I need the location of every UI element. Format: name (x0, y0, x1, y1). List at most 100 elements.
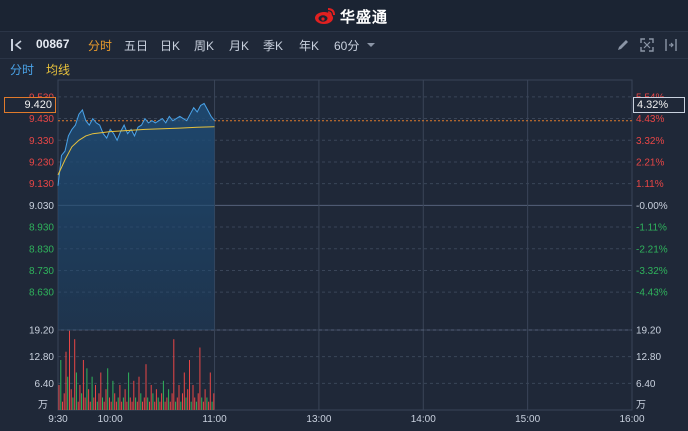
volume-bar (60, 360, 62, 410)
pct-tick-label: -0.00% (636, 201, 668, 212)
volume-bar (91, 376, 93, 410)
volume-bar (69, 330, 70, 410)
volume-bar (105, 389, 107, 410)
volume-bar (178, 385, 180, 410)
price-tick-label: 8.730 (29, 266, 54, 277)
volume-bar (142, 401, 143, 410)
volume-tick-label: 19.20 (29, 326, 54, 337)
tab-monthly-k[interactable]: 月K (229, 39, 250, 53)
volume-bar (109, 397, 110, 410)
price-tick-label: 9.430 (29, 114, 54, 125)
volume-bar (175, 401, 177, 410)
volume-bar (63, 393, 65, 410)
volume-bar (88, 389, 90, 410)
price-tick-label: 8.930 (29, 223, 54, 234)
volume-bar (74, 339, 76, 410)
volume-bar (150, 385, 152, 410)
time-tick-label: 16:00 (619, 414, 644, 425)
volume-bar (95, 385, 96, 410)
legend-intraday[interactable]: 分时 (10, 63, 35, 77)
price-tick-label: 9.030 (29, 201, 54, 212)
volume-bar (204, 389, 206, 410)
volume-bar (194, 397, 196, 410)
price-area (57, 102, 215, 331)
volume-tick-label-right: 12.80 (636, 352, 661, 363)
volume-bar (115, 401, 117, 410)
volume-unit-label-right: 万 (636, 400, 646, 411)
volume-bar (183, 372, 185, 410)
volume-bar (176, 397, 178, 410)
price-tick-label: 8.830 (29, 244, 54, 255)
volume-bar (168, 389, 170, 410)
volume-bar (164, 401, 166, 410)
time-tick-label: 14:00 (411, 414, 436, 425)
time-tick-label: 11:00 (202, 414, 227, 425)
price-area-fill (58, 103, 215, 331)
price-tick-label: 9.330 (29, 136, 54, 147)
volume-bar (124, 389, 126, 410)
volume-bar (138, 376, 140, 410)
time-tick-label: 15:00 (515, 414, 540, 425)
tab-weekly-k[interactable]: 周K (194, 39, 215, 53)
volume-bar (154, 401, 156, 410)
volume-bar (143, 397, 145, 410)
volume-bar (209, 372, 211, 410)
volume-bar (93, 397, 95, 410)
volume-bar (70, 389, 72, 410)
volume-bar (145, 364, 147, 410)
intraday-chart[interactable]: 9.5305.54%9.4304.43%9.3303.32%9.2302.21%… (0, 78, 688, 431)
tab-daily-k[interactable]: 日K (160, 39, 181, 53)
volume-bar (122, 397, 124, 410)
fullscreen-icon[interactable] (640, 38, 654, 52)
chevron-down-icon[interactable] (366, 40, 376, 50)
volume-bar (82, 360, 84, 410)
volume-bar (190, 401, 192, 410)
volume-bar (121, 401, 123, 410)
volume-bar (102, 397, 103, 410)
average-line-series (57, 126, 215, 176)
chart-toolbar: 00867 分时 五日 日K 周K 月K 季K 年K 60分 (0, 32, 688, 59)
volume-bar (159, 401, 161, 410)
volume-bar (117, 397, 119, 410)
volume-bar (208, 401, 210, 410)
volume-bar (86, 368, 88, 410)
volume-unit-label: 万 (38, 400, 48, 411)
volume-bar (81, 393, 83, 410)
volume-bar (182, 393, 183, 410)
tab-intraday[interactable]: 分时 (88, 39, 113, 53)
pencil-icon[interactable] (616, 38, 630, 52)
legend-average[interactable]: 均线 (46, 63, 71, 77)
price-tick-label: 9.230 (29, 157, 54, 168)
volume-bar (75, 372, 77, 410)
volume-tick-label-right: 19.20 (636, 326, 661, 337)
volume-tick-label-right: 6.40 (636, 379, 656, 390)
pct-tick-label: -3.32% (636, 266, 668, 277)
tab-five-day[interactable]: 五日 (124, 39, 149, 53)
tab-yearly-k[interactable]: 年K (299, 39, 320, 53)
volume-bar (133, 380, 135, 410)
volume-bar (79, 385, 81, 410)
pct-tick-label: -2.21% (636, 244, 668, 255)
volume-bar (192, 385, 194, 410)
current-pct-label: 4.32% (633, 97, 685, 113)
tab-60min[interactable]: 60分 (334, 39, 360, 53)
pct-tick-label: 2.21% (636, 157, 664, 168)
volume-bar (149, 401, 150, 410)
pct-tick-label: 4.43% (636, 114, 664, 125)
weibo-logo-icon (315, 8, 335, 24)
volume-bar (162, 380, 164, 410)
volume-bar (65, 351, 67, 410)
volume-bar (119, 385, 121, 410)
volume-tick-label: 12.80 (29, 352, 54, 363)
volume-bar (140, 393, 142, 410)
expand-icon[interactable] (664, 38, 678, 52)
volume-bar (197, 393, 199, 410)
brand-name: 华盛通 (340, 8, 389, 26)
volume-bar (213, 393, 215, 410)
tab-quarterly-k[interactable]: 季K (263, 39, 284, 53)
volume-bar (107, 368, 109, 410)
volume-bar (114, 393, 116, 410)
collapse-left-icon[interactable] (10, 38, 24, 52)
volume-bar (62, 401, 63, 410)
volume-bar (72, 397, 74, 410)
